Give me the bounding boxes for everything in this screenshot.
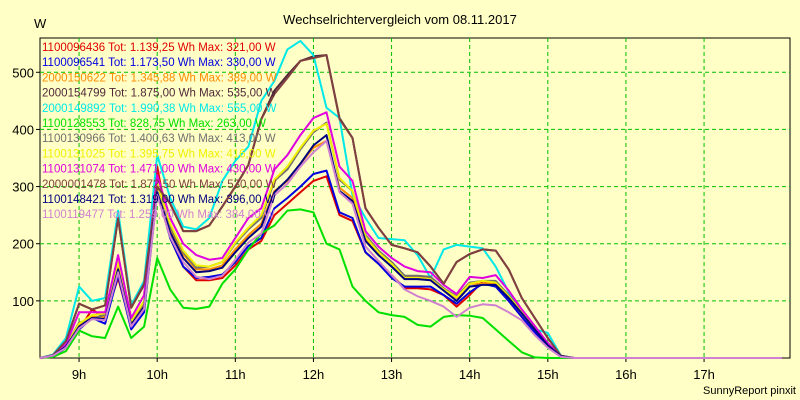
x-tick-label-6: 15h (537, 367, 559, 382)
x-tick-label-1: 10h (146, 367, 168, 382)
x-tick-label-7: 16h (615, 367, 637, 382)
y-tick-labels: 100 200 300 400 500 (12, 65, 40, 309)
x-tick-label-3: 12h (303, 367, 325, 382)
legend-entry-8: 1100131074 Tot: 1.471,00 Wh Max: 430,00 … (42, 164, 276, 176)
chart-title: Wechselrichtervergleich vom 08.11.2017 (283, 12, 517, 27)
legend: 1100096436 Tot: 1.139,25 Wh Max: 321,00 … (42, 42, 277, 221)
y-tick-label-4: 500 (12, 65, 34, 80)
footer-credit: SunnyReport pinxit (703, 385, 796, 397)
y-tick-label-2: 300 (12, 180, 34, 195)
x-tick-label-8: 17h (693, 367, 715, 382)
legend-entry-6: 1100130966 Tot: 1.400,63 Wh Max: 413,00 … (42, 133, 276, 145)
y-tick-label-1: 200 (12, 237, 34, 252)
legend-entry-7: 1100131025 Tot: 1.395,75 Wh Max: 416,00 … (42, 148, 276, 160)
x-tick-labels: 9h 10h 11h 12h 13h 14h 15h 16h 17h (72, 358, 715, 382)
legend-entry-0: 1100096436 Tot: 1.139,25 Wh Max: 321,00 … (42, 42, 276, 54)
x-tick-label-0: 9h (72, 367, 86, 382)
legend-entry-9: 2000001478 Tot: 1.872,50 Wh Max: 530,00 … (42, 179, 277, 191)
series-lines (39, 39, 783, 359)
legend-entry-3: 2000154799 Tot: 1.875,00 Wh Max: 535,00 … (42, 88, 277, 100)
y-axis-unit: W (34, 16, 47, 31)
legend-entry-4: 2000149892 Tot: 1.990,38 Wh Max: 555,00 … (42, 103, 277, 115)
y-tick-label-3: 400 (12, 122, 34, 137)
legend-entry-1: 1100096541 Tot: 1.173,50 Wh Max: 330,00 … (42, 57, 276, 69)
x-tick-label-2: 11h (225, 367, 246, 382)
x-tick-label-5: 14h (459, 367, 481, 382)
series-line-11 (39, 139, 783, 359)
legend-entry-10: 1100148421 Tot: 1.319,00 Wh Max: 396,00 … (42, 194, 276, 206)
y-tick-label-0: 100 (12, 294, 34, 309)
legend-entry-11: 1100119477 Tot: 1.259,00 Wh Max: 384,00 … (42, 209, 275, 221)
legend-entry-2: 2000150622 Tot: 1.345,88 Wh Max: 389,00 … (42, 72, 277, 84)
legend-entry-5: 1100128553 Tot: 828,75 Wh Max: 263,00 W (42, 118, 266, 130)
x-tick-label-4: 13h (381, 367, 403, 382)
